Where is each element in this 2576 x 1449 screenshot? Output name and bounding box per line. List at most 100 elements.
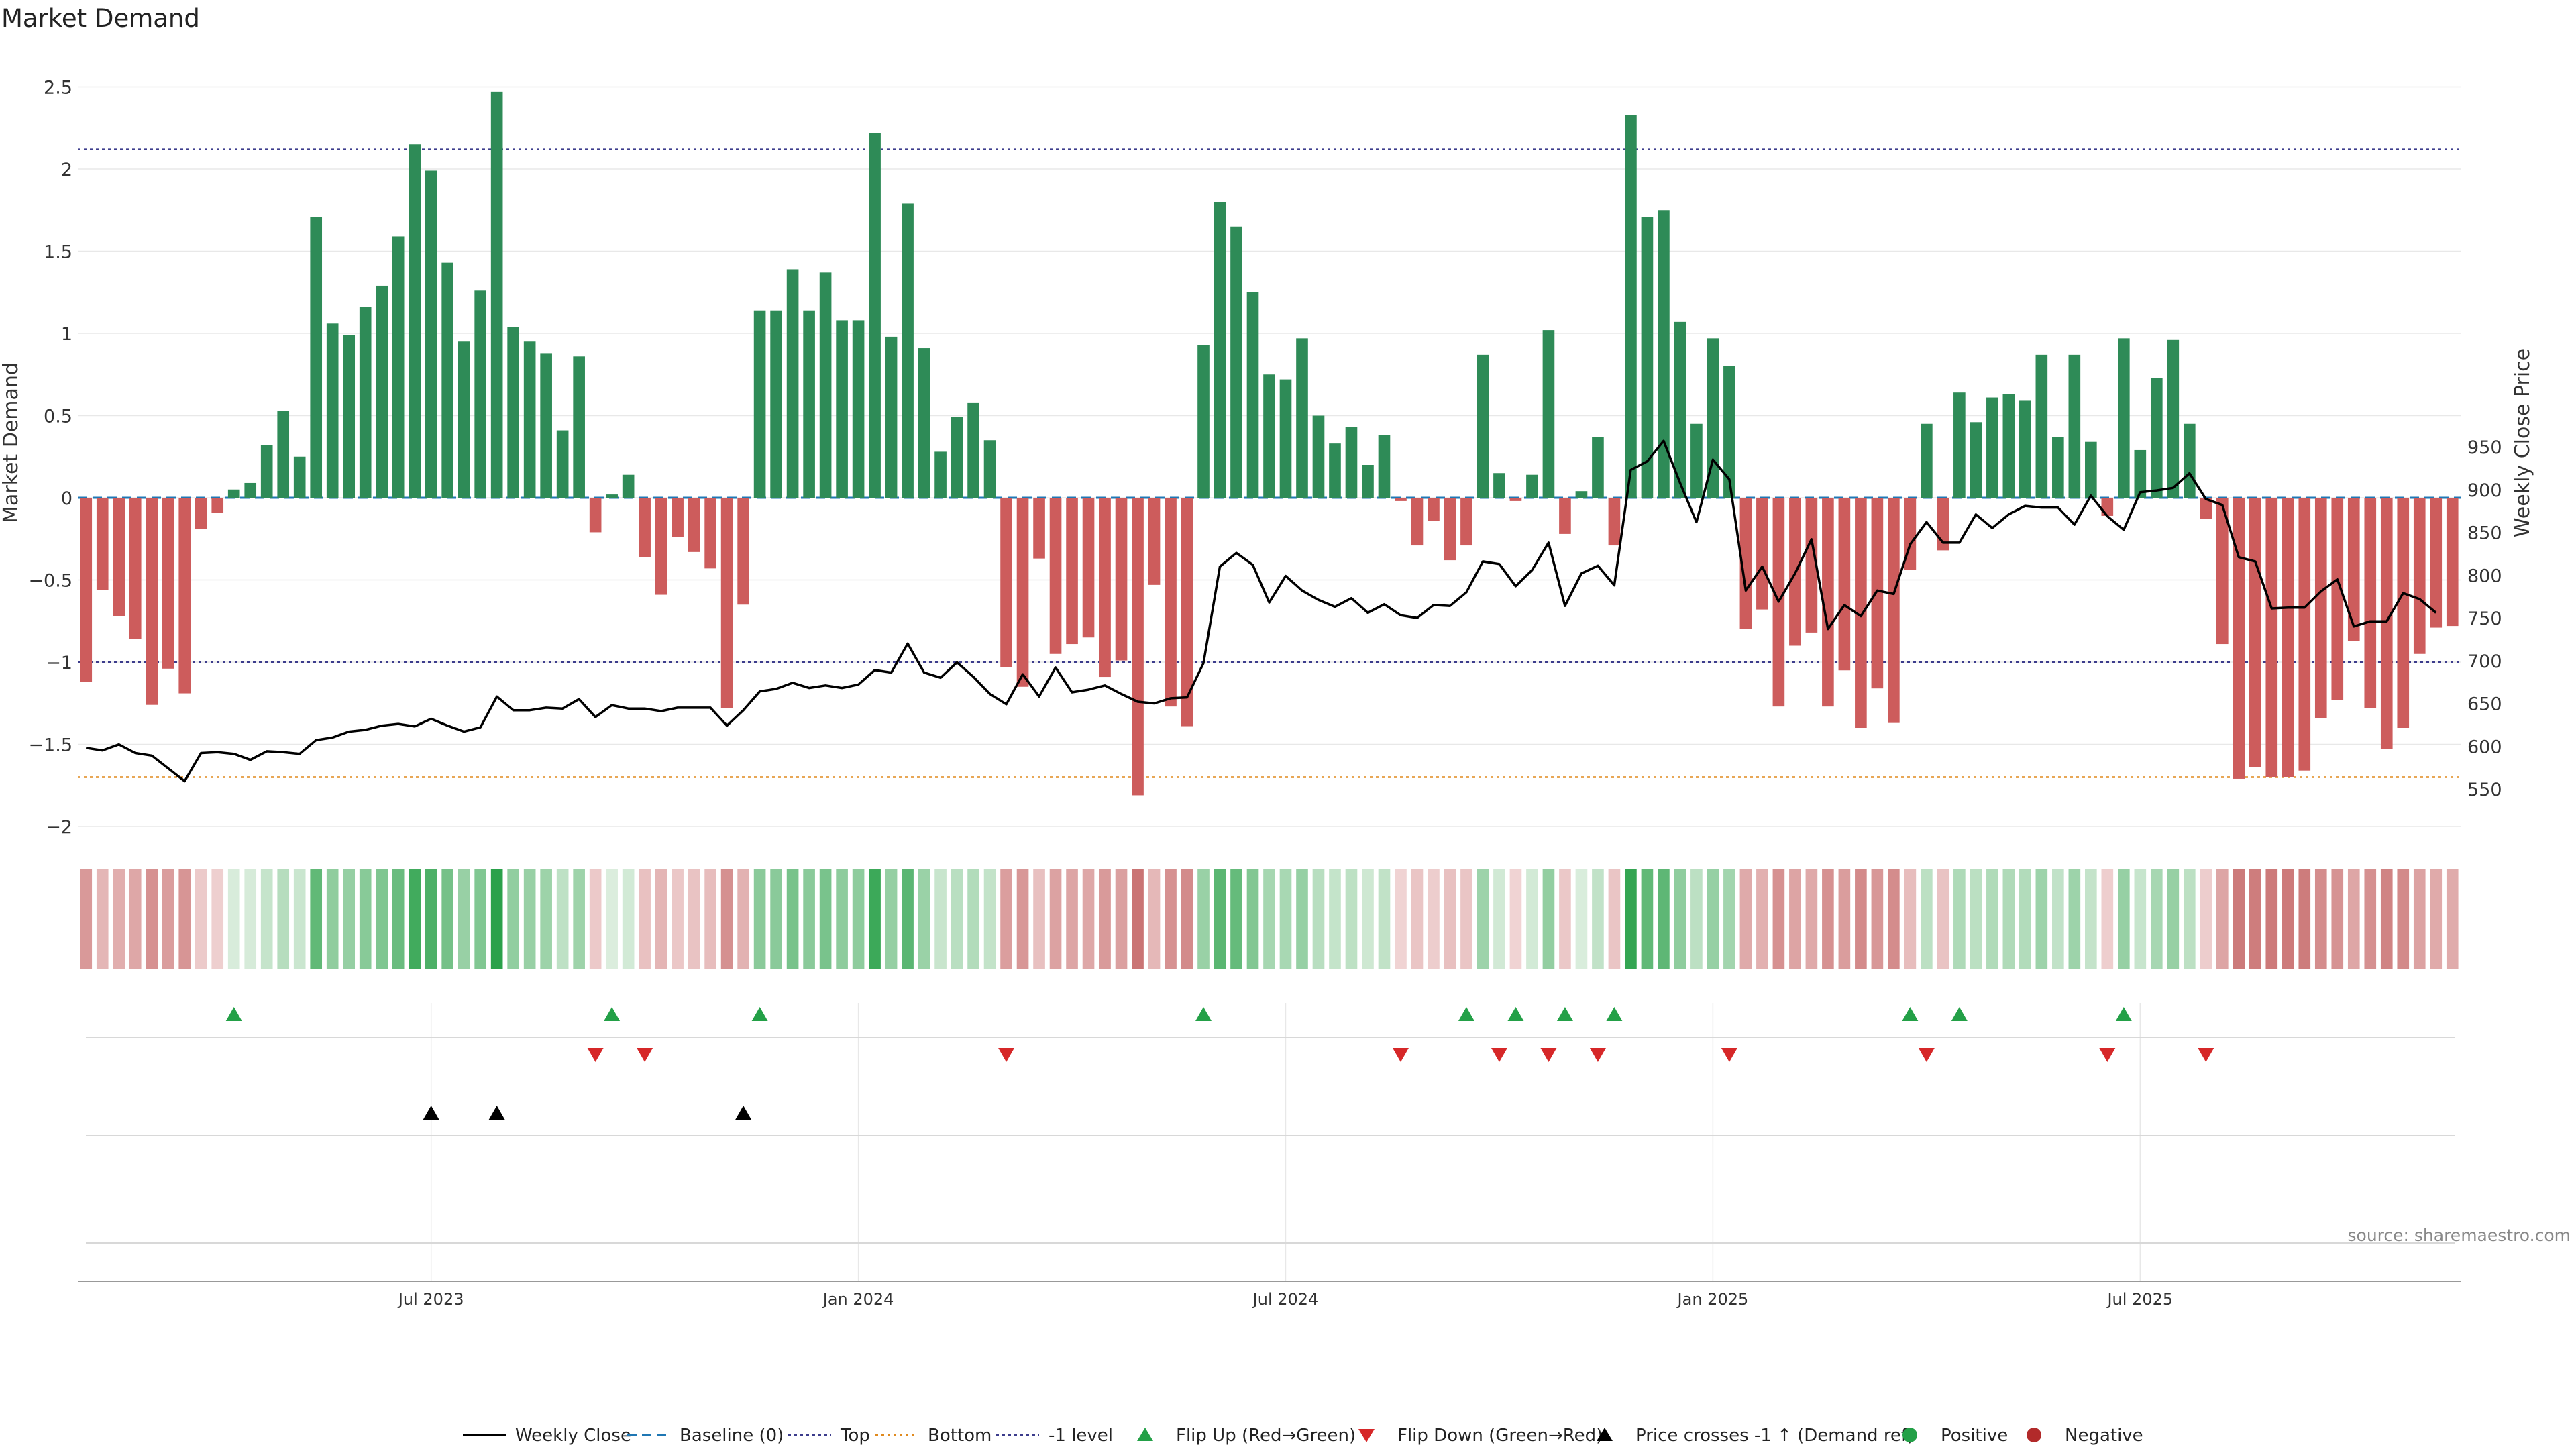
heatmap-cell	[1132, 869, 1144, 969]
heatmap-cell	[720, 869, 733, 969]
heatmap-cell	[786, 869, 799, 969]
heatmap-cell	[1049, 869, 1062, 969]
heatmap-cell	[1855, 869, 1867, 969]
event-markers	[225, 1007, 2214, 1120]
demand-bar	[786, 269, 799, 498]
heatmap-cell	[1822, 869, 1834, 969]
heatmap-cell	[1082, 869, 1095, 969]
heatmap-cell	[113, 869, 125, 969]
heatmap-cell	[934, 869, 947, 969]
heatmap-cell	[2249, 869, 2261, 969]
heatmap-cell	[1805, 869, 1818, 969]
demand-bar	[277, 411, 290, 498]
heatmap-cell	[178, 869, 191, 969]
flip-up-marker	[1507, 1007, 1524, 1021]
flip-up-marker	[751, 1007, 768, 1021]
heatmap-cell	[1246, 869, 1259, 969]
demand-bar	[688, 498, 700, 552]
flip-down-marker	[2099, 1048, 2116, 1062]
legend-item-minus-one: -1 level	[996, 1426, 1113, 1446]
demand-bar	[2282, 498, 2294, 777]
y2-axis-label: Weekly Close Price	[2511, 348, 2534, 537]
heatmap-cell	[2282, 869, 2294, 969]
heatmap-cell	[589, 869, 602, 969]
demand-bar	[1805, 498, 1818, 633]
flip-up-marker	[1556, 1007, 1573, 1021]
demand-bar	[1559, 498, 1571, 534]
demand-bar	[490, 91, 503, 498]
demand-bar	[1132, 498, 1144, 796]
demand-bar	[2397, 498, 2410, 728]
y-tick-label: 1	[61, 324, 72, 345]
demand-bar	[195, 498, 207, 529]
x-tick-label: Jul 2024	[1252, 1290, 1319, 1309]
demand-bar	[1016, 498, 1029, 687]
legend-item-baseline: Baseline (0)	[627, 1426, 784, 1446]
demand-bar	[1690, 423, 1703, 498]
demand-bar	[2134, 449, 2147, 498]
heatmap-cell	[523, 869, 536, 969]
demand-bar	[589, 498, 602, 533]
demand-bar	[720, 498, 733, 708]
heatmap-cell	[409, 869, 421, 969]
demand-bar	[1658, 210, 1670, 498]
heatmap-cell	[1214, 869, 1226, 969]
heatmap-cell	[606, 869, 618, 969]
demand-bar	[1542, 330, 1555, 498]
heatmap-cell	[211, 869, 224, 969]
legend-label: Weekly Close	[515, 1426, 631, 1446]
heatmap-cell	[1953, 869, 1966, 969]
heatmap-cell	[1033, 869, 1045, 969]
heatmap-cell	[2118, 869, 2130, 969]
heatmap-cell	[1674, 869, 1686, 969]
y-tick-label: −2	[46, 817, 72, 838]
price-cross-swatch	[1597, 1428, 1613, 1441]
demand-bar	[1953, 392, 1966, 498]
heatmap-cell	[1460, 869, 1472, 969]
heatmap-cell	[1592, 869, 1604, 969]
demand-bar	[885, 336, 898, 498]
heatmap-cell	[967, 869, 979, 969]
demand-bar	[1395, 498, 1407, 501]
demand-bar	[1362, 465, 1374, 498]
legend-item-price-cross: Price crosses -1 ↑ (Demand ref)	[1597, 1426, 1914, 1446]
heatmap-cell	[1296, 869, 1308, 969]
flip-down-marker	[587, 1048, 604, 1062]
demand-bar	[1460, 498, 1472, 546]
heatmap-cell	[688, 869, 700, 969]
heatmap-cell	[2052, 869, 2064, 969]
heatmap-cell	[836, 869, 848, 969]
demand-bar	[2314, 498, 2327, 718]
demand-bar	[1592, 437, 1604, 498]
heatmap-cell	[2430, 869, 2443, 969]
demand-bar	[1888, 498, 1900, 723]
price-cross-marker	[488, 1106, 505, 1120]
demand-bar	[1345, 427, 1358, 498]
legend-item-top: Top	[788, 1426, 870, 1446]
heatmap-cell	[2101, 869, 2114, 969]
y-tick-label: 0	[61, 488, 72, 509]
heatmap-cell	[376, 869, 388, 969]
heatmap-cell	[1658, 869, 1670, 969]
heatmap-cell	[1608, 869, 1621, 969]
heatmap-cell	[2134, 869, 2147, 969]
heatmap-cell	[244, 869, 257, 969]
demand-bar	[2200, 498, 2212, 519]
heatmap-cell	[918, 869, 930, 969]
legend-label: Bottom	[928, 1426, 991, 1446]
demand-bar	[2233, 498, 2245, 779]
demand-bar	[2035, 354, 2048, 498]
heatmap-cell	[1937, 869, 1949, 969]
flip-up-marker	[1195, 1007, 1212, 1021]
heatmap-cell	[2347, 869, 2360, 969]
legend-label: Baseline (0)	[680, 1426, 784, 1446]
legend-item-negative: Negative	[2027, 1426, 2143, 1446]
heatmap-cell	[1509, 869, 1522, 969]
demand-bar	[2249, 498, 2261, 767]
heatmap-cell	[1181, 869, 1193, 969]
legend-item-bottom: Bottom	[875, 1426, 991, 1446]
heatmap-cell	[852, 869, 865, 969]
demand-bar	[540, 353, 552, 498]
demand-bar	[1428, 498, 1440, 521]
y2-tick-label: 950	[2467, 437, 2502, 458]
